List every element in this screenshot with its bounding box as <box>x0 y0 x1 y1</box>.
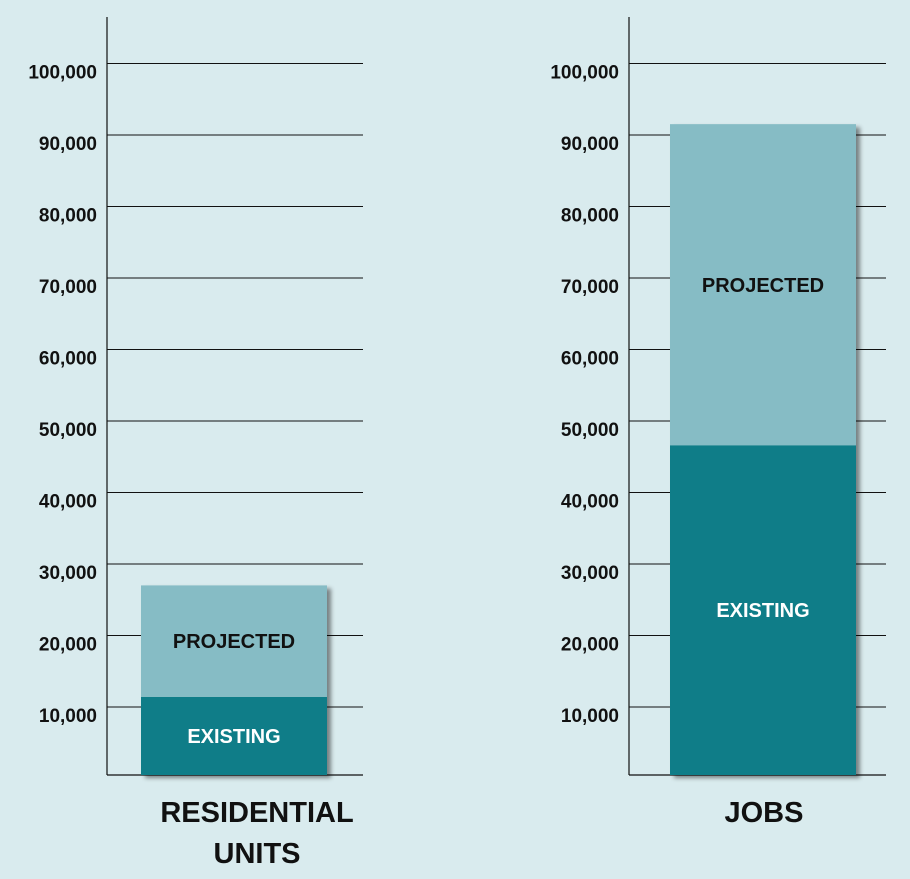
y-tick-label: 20,000 <box>561 635 619 656</box>
chart-panel-0: 10,000 20,000 30,000 40,000 50,000 60,000 70,0… <box>28 17 363 870</box>
y-tick-label: 40,000 <box>561 492 619 513</box>
category-label: JOBS <box>725 797 804 829</box>
y-tick-label: 30,000 <box>561 563 619 584</box>
y-tick-label: 60,000 <box>561 349 619 370</box>
y-tick-label: 90,000 <box>561 134 619 155</box>
y-tick-label: 100,000 <box>550 63 619 84</box>
segment-label: EXISTING <box>187 726 280 748</box>
category-label: RESIDENTIAL <box>160 797 353 829</box>
bar-segment-projected <box>670 124 856 446</box>
segment-label: PROJECTED <box>702 275 824 297</box>
y-tick-label: 70,000 <box>561 277 619 298</box>
y-tick-label: 20,000 <box>39 635 97 656</box>
y-tick-label: 100,000 <box>28 63 97 84</box>
y-tick-label: 10,000 <box>39 706 97 727</box>
segment-label: EXISTING <box>716 600 809 622</box>
y-tick-label: 50,000 <box>39 420 97 441</box>
y-tick-label: 10,000 <box>561 706 619 727</box>
bar-segment-existing <box>141 696 327 775</box>
chart-panel-1: 10,000 20,000 30,000 40,000 50,000 60,000 70,0… <box>550 17 886 829</box>
bar-segment-existing <box>670 445 856 775</box>
y-tick-label: 80,000 <box>39 206 97 227</box>
bar-segment-projected <box>141 585 327 697</box>
segment-label: PROJECTED <box>173 631 295 653</box>
y-tick-label: 60,000 <box>39 349 97 370</box>
y-tick-label: 40,000 <box>39 492 97 513</box>
y-tick-label: 90,000 <box>39 134 97 155</box>
y-tick-label: 70,000 <box>39 277 97 298</box>
y-tick-label: 30,000 <box>39 563 97 584</box>
y-tick-label: 80,000 <box>561 206 619 227</box>
category-label: UNITS <box>214 838 301 870</box>
y-tick-label: 50,000 <box>561 420 619 441</box>
